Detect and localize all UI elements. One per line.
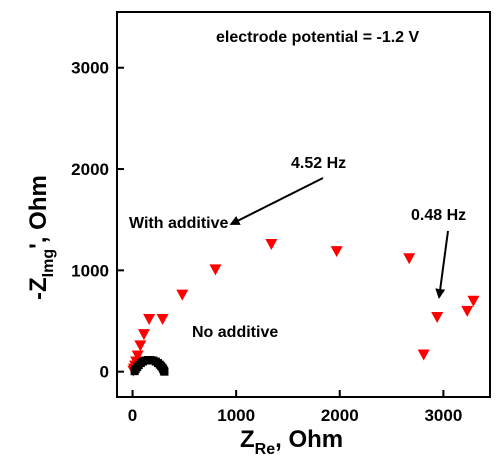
plot-area-frame	[116, 11, 491, 398]
x-tick-label: 3000	[424, 406, 462, 425]
data-point-with-additive	[176, 289, 189, 301]
x-tick-label: 0	[128, 406, 137, 425]
data-point-with-additive	[156, 313, 169, 325]
x-axis-title: ZRe, Ohm	[240, 426, 343, 458]
data-point-with-additive	[134, 340, 147, 352]
x-axis-ticks: 0 1000 2000 3000	[128, 390, 462, 425]
potential-annotation: electrode potential = -1.2 V	[216, 29, 420, 46]
data-point-with-additive	[143, 313, 156, 325]
data-point-with-additive	[467, 295, 480, 307]
arrow-4-52hz	[229, 177, 324, 225]
x-tick-label: 2000	[321, 406, 359, 425]
label-no-additive: No additive	[192, 324, 278, 341]
y-tick-label: 3000	[71, 59, 109, 78]
y-tick-label: 1000	[71, 261, 109, 280]
data-point-with-additive	[417, 349, 430, 361]
y-tick-label: 0	[100, 363, 109, 382]
y-axis-ticks: 0 1000 2000 3000	[71, 59, 124, 382]
frequency-label-0-48hz: 0.48 Hz	[411, 207, 466, 224]
y-axis-title: -ZImg', Ohm	[25, 175, 57, 300]
frequency-label-4-52hz: 4.52 Hz	[291, 155, 346, 172]
data-point-with-additive	[209, 264, 222, 276]
data-point-with-additive	[403, 253, 416, 265]
data-point-with-additive	[461, 305, 474, 317]
arrow-0-48hz	[435, 230, 449, 299]
x-tick-label: 1000	[217, 406, 255, 425]
data-point-with-additive	[131, 350, 144, 362]
data-point-with-additive	[330, 246, 343, 258]
y-tick-label: 2000	[71, 160, 109, 179]
data-point-with-additive	[137, 329, 150, 341]
series-no-additive	[130, 356, 169, 376]
data-point-with-additive	[431, 311, 444, 323]
label-with-additive: With additive	[129, 215, 229, 232]
data-point-with-additive	[265, 239, 278, 251]
data-point-no-additive	[160, 367, 169, 376]
